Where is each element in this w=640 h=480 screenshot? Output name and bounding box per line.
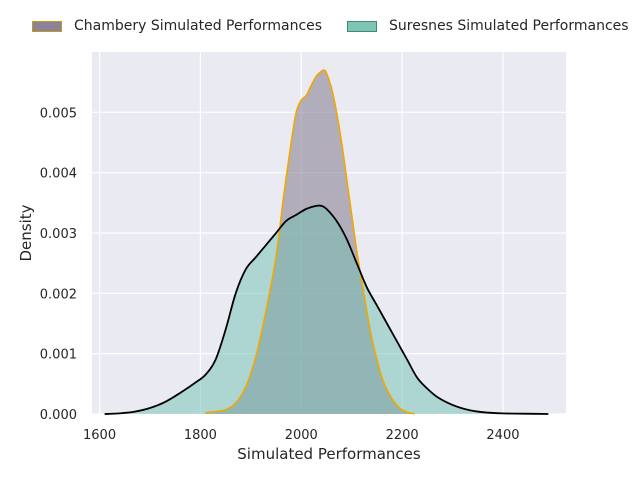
density-line-suresnes xyxy=(104,204,549,415)
x-tick-label: 2400 xyxy=(486,428,519,443)
legend-item-chambery: Chambery Simulated Performances xyxy=(32,18,322,34)
legend: Chambery Simulated Performances Suresnes… xyxy=(0,18,640,44)
y-axis-label: Density xyxy=(17,204,35,261)
y-tick-labels: 0.000 0.001 0.002 0.003 0.004 0.005 xyxy=(40,106,77,423)
series-layer xyxy=(104,69,549,415)
y-tick-label: 0.001 xyxy=(40,348,77,363)
y-tick-label: 0.004 xyxy=(40,167,77,182)
x-tick-label: 1800 xyxy=(184,428,217,443)
x-tick-label: 2000 xyxy=(285,428,318,443)
x-tick-label: 2200 xyxy=(386,428,419,443)
y-tick-label: 0.002 xyxy=(40,287,77,302)
x-tick-label: 1600 xyxy=(83,428,116,443)
density-line-chambery xyxy=(205,69,415,415)
y-tick-label: 0.000 xyxy=(40,408,77,423)
x-axis-label: Simulated Performances xyxy=(237,445,421,463)
area-fill-suresnes xyxy=(104,205,549,414)
legend-swatch-chambery xyxy=(32,20,62,32)
x-tick-labels: 1600 1800 2000 2200 2400 xyxy=(83,428,519,443)
legend-swatch-suresnes xyxy=(347,20,377,32)
legend-label-suresnes: Suresnes Simulated Performances xyxy=(389,18,629,34)
legend-label-chambery: Chambery Simulated Performances xyxy=(74,18,323,34)
legend-item-suresnes: Suresnes Simulated Performances xyxy=(347,18,629,34)
y-tick-label: 0.003 xyxy=(40,227,77,242)
y-tick-label: 0.005 xyxy=(40,106,77,121)
